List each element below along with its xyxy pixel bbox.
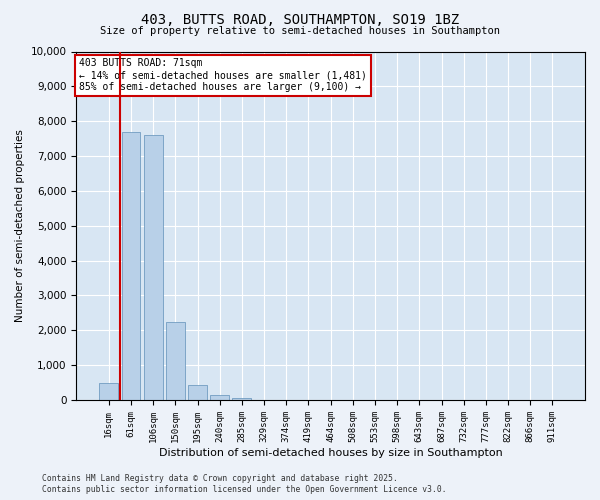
Bar [144, 135, 163, 400]
Y-axis label: Number of semi-detached properties: Number of semi-detached properties [15, 130, 25, 322]
Bar [232, 398, 251, 400]
Bar [122, 132, 140, 400]
Text: 403 BUTTS ROAD: 71sqm
← 14% of semi-detached houses are smaller (1,481)
85% of s: 403 BUTTS ROAD: 71sqm ← 14% of semi-deta… [79, 58, 367, 92]
Bar [188, 386, 207, 400]
Bar [166, 322, 185, 400]
Text: Size of property relative to semi-detached houses in Southampton: Size of property relative to semi-detach… [100, 26, 500, 36]
Text: 403, BUTTS ROAD, SOUTHAMPTON, SO19 1BZ: 403, BUTTS ROAD, SOUTHAMPTON, SO19 1BZ [141, 12, 459, 26]
X-axis label: Distribution of semi-detached houses by size in Southampton: Distribution of semi-detached houses by … [159, 448, 503, 458]
Text: Contains HM Land Registry data © Crown copyright and database right 2025.
Contai: Contains HM Land Registry data © Crown c… [42, 474, 446, 494]
Bar [211, 396, 229, 400]
Bar [100, 382, 118, 400]
